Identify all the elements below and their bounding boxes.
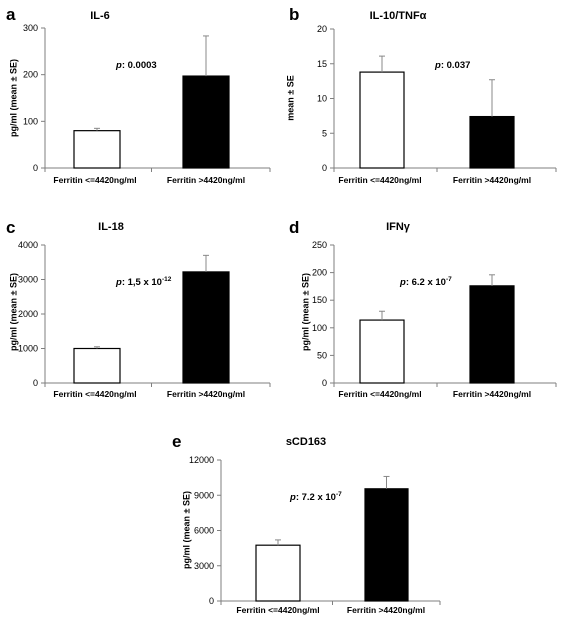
y-tick-label: 15 xyxy=(317,59,327,69)
bar-ferritin-high xyxy=(182,75,230,169)
bar-ferritin-high xyxy=(182,271,230,384)
x-category-label: Ferritin <=4420ng/ml xyxy=(338,175,421,185)
panel-e: e sCD163 pg/ml (mean ± SE) 0 3000 6000 9000 120… xyxy=(172,432,441,615)
p-value-annotation: p: 6.2 x 10-7 xyxy=(399,276,452,288)
y-tick-label: 4000 xyxy=(18,240,38,250)
y-tick-label: 20 xyxy=(317,24,327,34)
y-tick-label: 50 xyxy=(317,350,327,360)
p-value-annotation: p: 0.0003 xyxy=(115,60,157,71)
y-tick-label: 0 xyxy=(322,378,327,388)
y-tick-label: 3000 xyxy=(18,275,38,285)
y-tick-label: 10 xyxy=(317,94,327,104)
y-tick-label: 6000 xyxy=(194,526,214,536)
y-tick-label: 1000 xyxy=(18,344,38,354)
panel-letter: e xyxy=(172,432,181,451)
bar-ferritin-low xyxy=(73,347,121,384)
y-tick-label: 9000 xyxy=(194,490,214,500)
y-tick-label: 2000 xyxy=(18,309,38,319)
x-category-label: Ferritin <=4420ng/ml xyxy=(236,605,319,615)
y-tick-label: 200 xyxy=(312,268,327,278)
panel-a: a IL-6 pg/ml (mean ± SE) 0 100 200 300 Ferritin… xyxy=(6,5,271,185)
y-tick-label: 0 xyxy=(33,378,38,388)
bar-ferritin-low xyxy=(73,130,121,169)
y-tick-label: 3000 xyxy=(194,561,214,571)
p-value-annotation: p: 0.037 xyxy=(434,60,470,71)
panel-letter: c xyxy=(6,218,15,237)
bar-ferritin-high xyxy=(364,488,409,602)
y-tick-label: 150 xyxy=(312,295,327,305)
y-tick-label: 5 xyxy=(322,128,327,138)
bar-ferritin-high xyxy=(469,285,515,384)
y-axis-label: pg/ml (mean ± SE) xyxy=(8,59,18,137)
y-tick-label: 200 xyxy=(23,70,38,80)
panel-letter: d xyxy=(289,218,299,237)
y-tick-label: 250 xyxy=(312,240,327,250)
panel-letter: b xyxy=(289,5,299,24)
x-category-label: Ferritin >4420ng/ml xyxy=(453,175,531,185)
y-tick-label: 0 xyxy=(322,163,327,173)
p-value-annotation: p: 7.2 x 10-7 xyxy=(289,491,342,503)
y-axis-label: mean ± SE xyxy=(285,75,295,120)
x-category-label: Ferritin >4420ng/ml xyxy=(453,389,531,399)
x-category-label: Ferritin >4420ng/ml xyxy=(167,389,245,399)
x-category-label: Ferritin <=4420ng/ml xyxy=(53,175,136,185)
bar-ferritin-high xyxy=(469,115,515,169)
x-category-label: Ferritin >4420ng/ml xyxy=(167,175,245,185)
x-category-label: Ferritin <=4420ng/ml xyxy=(53,389,136,399)
panel-letter: a xyxy=(6,5,16,24)
y-axis-label: pg/ml (mean ± SE) xyxy=(8,273,18,351)
x-category-label: Ferritin >4420ng/ml xyxy=(347,605,425,615)
y-tick-label: 100 xyxy=(23,116,38,126)
panel-b: b IL-10/TNFα mean ± SE 0 5 10 15 20 Ferritin <=4… xyxy=(285,5,557,185)
bar-ferritin-low xyxy=(255,544,301,602)
y-tick-label: 0 xyxy=(209,596,214,606)
chart-title: sCD163 xyxy=(286,436,326,448)
chart-title: IL-6 xyxy=(90,10,110,22)
chart-title: IL-10/TNFα xyxy=(370,10,427,22)
y-tick-label: 12000 xyxy=(189,455,214,465)
panel-c: c IL-18 pg/ml (mean ± SE) 0 1000 2000 3000 4000… xyxy=(6,218,271,399)
y-tick-label: 100 xyxy=(312,323,327,333)
p-value-annotation: p: 1,5 x 10-12 xyxy=(115,276,172,288)
chart-title: IFNγ xyxy=(386,221,411,233)
x-category-label: Ferritin <=4420ng/ml xyxy=(338,389,421,399)
chart-title: IL-18 xyxy=(98,221,124,233)
y-tick-label: 0 xyxy=(33,163,38,173)
y-tick-label: 300 xyxy=(23,23,38,33)
y-axis-label: pg/ml (mean ± SE) xyxy=(181,491,191,569)
bar-ferritin-low xyxy=(359,319,405,384)
y-axis-label: pg/ml (mean ± SE) xyxy=(300,273,310,351)
panel-d: d IFNγ pg/ml (mean ± SE) 0 50 100 150 200 250 Fer… xyxy=(289,218,557,399)
bar-ferritin-low xyxy=(359,71,405,169)
